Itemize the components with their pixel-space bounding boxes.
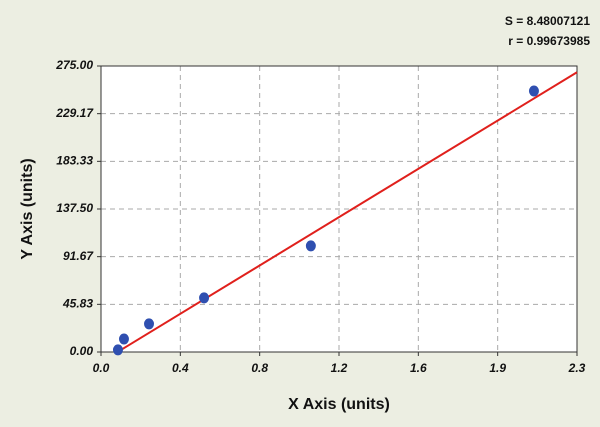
- fit-line: [117, 71, 578, 353]
- y-tick-label: 45.83: [62, 297, 93, 311]
- y-tick-label: 275.00: [55, 58, 93, 72]
- x-tick-label: 1.6: [410, 361, 427, 375]
- x-tick-label: 1.2: [331, 361, 348, 375]
- stat-r: r = 0.99673985: [508, 34, 590, 48]
- y-tick-label: 91.67: [63, 249, 94, 263]
- y-tick-label: 229.17: [55, 106, 94, 120]
- y-tick-label: 137.50: [56, 201, 93, 215]
- stat-s: S = 8.48007121: [505, 14, 590, 28]
- y-axis-title: Y Axis (units): [19, 158, 36, 259]
- y-tick-label: 183.33: [56, 154, 93, 168]
- data-point: [199, 292, 210, 304]
- data-point: [528, 85, 539, 97]
- data-point: [112, 344, 123, 356]
- x-tick-label: 0.0: [93, 361, 110, 375]
- x-tick-label: 0.8: [251, 361, 268, 375]
- x-tick-label: 1.9: [489, 361, 506, 375]
- y-tick-label: 0.00: [70, 344, 94, 358]
- data-point: [118, 333, 129, 345]
- x-tick-label: 2.3: [568, 361, 586, 375]
- data-point: [305, 240, 316, 252]
- data-point: [144, 318, 155, 330]
- x-axis-title: X Axis (units): [288, 396, 390, 413]
- x-tick-label: 0.4: [172, 361, 189, 375]
- plot-border: [100, 65, 578, 353]
